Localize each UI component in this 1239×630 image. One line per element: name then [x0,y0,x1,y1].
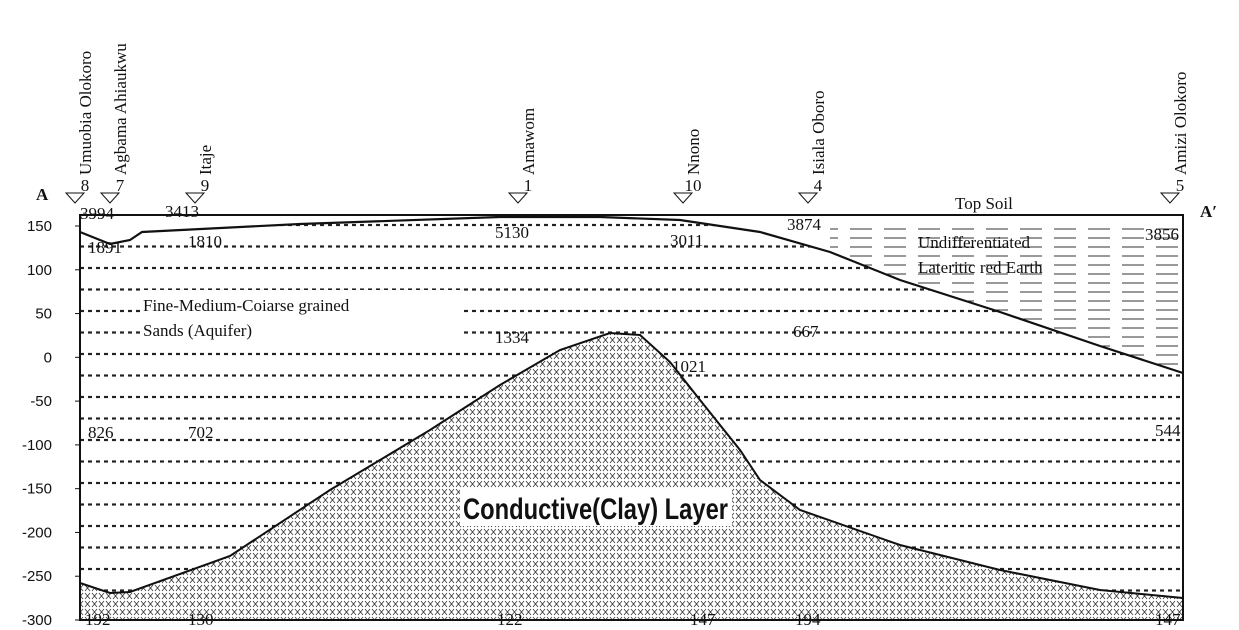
station-name: Nnono [684,129,703,175]
y-tick-label: -150 [22,481,52,498]
resistivity: 1810 [188,232,222,251]
layer-label: Sands (Aquifer) [143,321,252,340]
station-marker [184,192,206,204]
y-tick-label: 150 [27,218,52,235]
y-tick-label: -300 [22,612,52,629]
y-tick-label: -50 [30,393,52,410]
station-marker [64,192,86,204]
layers [79,214,1184,621]
station-number: 4 [814,176,823,195]
clay-label-backdrop [460,488,732,526]
layer-label: Lateritic red Earth [918,258,1043,277]
station-number: 1 [524,176,533,195]
resistivity: 122 [497,610,523,629]
station-name: Isiala Oboro [809,90,828,175]
y-tick-label: -200 [22,524,52,541]
y-tick-label: 100 [27,262,52,279]
station-number: 7 [116,176,125,195]
label-backdrop [140,290,462,345]
station-number: 10 [685,176,702,195]
end-label: A′ [1200,202,1217,221]
station-name: Umuobia Olokoro [76,51,95,175]
station-number: 8 [81,176,90,195]
resistivity: 3874 [787,215,822,234]
resistivity: 130 [188,610,214,629]
y-tick-label: -100 [22,437,52,454]
station-name: Amizi Olokoro [1171,72,1190,175]
y-tick-label: -250 [22,568,52,585]
resistivity: 1021 [672,357,706,376]
station-name: Amawom [519,108,538,175]
station-marker [1159,192,1181,204]
resistivity: 3011 [670,231,703,250]
resistivity: 147 [690,610,716,629]
resistivity: 702 [188,423,214,442]
resistivity: 194 [795,610,821,629]
layer-label: Fine-Medium-Coiarse grained [143,296,350,315]
station-number: 9 [201,176,210,195]
layer-label: Conductive(Clay) Layer [463,493,728,526]
y-tick-label: 0 [44,349,52,366]
layer-label: Top Soil [955,194,1013,213]
station-marker [797,192,819,204]
clay-top [79,331,1184,599]
station-name: Itaje [196,145,215,175]
station-name: Agbama Ahiaukwu [111,43,130,175]
station-marker [672,192,694,204]
resistivity: 3413 [165,202,199,221]
layer-label: Undifferentiated [918,233,1031,252]
resistivity: 826 [88,423,114,442]
resistivity: 5130 [495,223,529,242]
y-tick-label: 50 [35,306,52,323]
station-marker [99,192,121,204]
laterite [830,222,1183,373]
clay-hatch [80,333,1183,620]
resistivity: 544 [1155,421,1181,440]
resistivity: 3994 [80,204,115,223]
resistivity: 147 [1155,610,1181,629]
start-label: A [36,185,49,204]
station-marker [507,192,529,204]
resistivity: 1891 [88,238,122,257]
frame [79,214,1184,621]
resistivity: 1334 [495,328,530,347]
resistivity: 3856 [1145,225,1179,244]
resistivity: 667 [793,322,819,341]
station-number: 5 [1176,176,1185,195]
resistivity: 192 [85,610,111,629]
aquifer-top [79,215,1184,375]
